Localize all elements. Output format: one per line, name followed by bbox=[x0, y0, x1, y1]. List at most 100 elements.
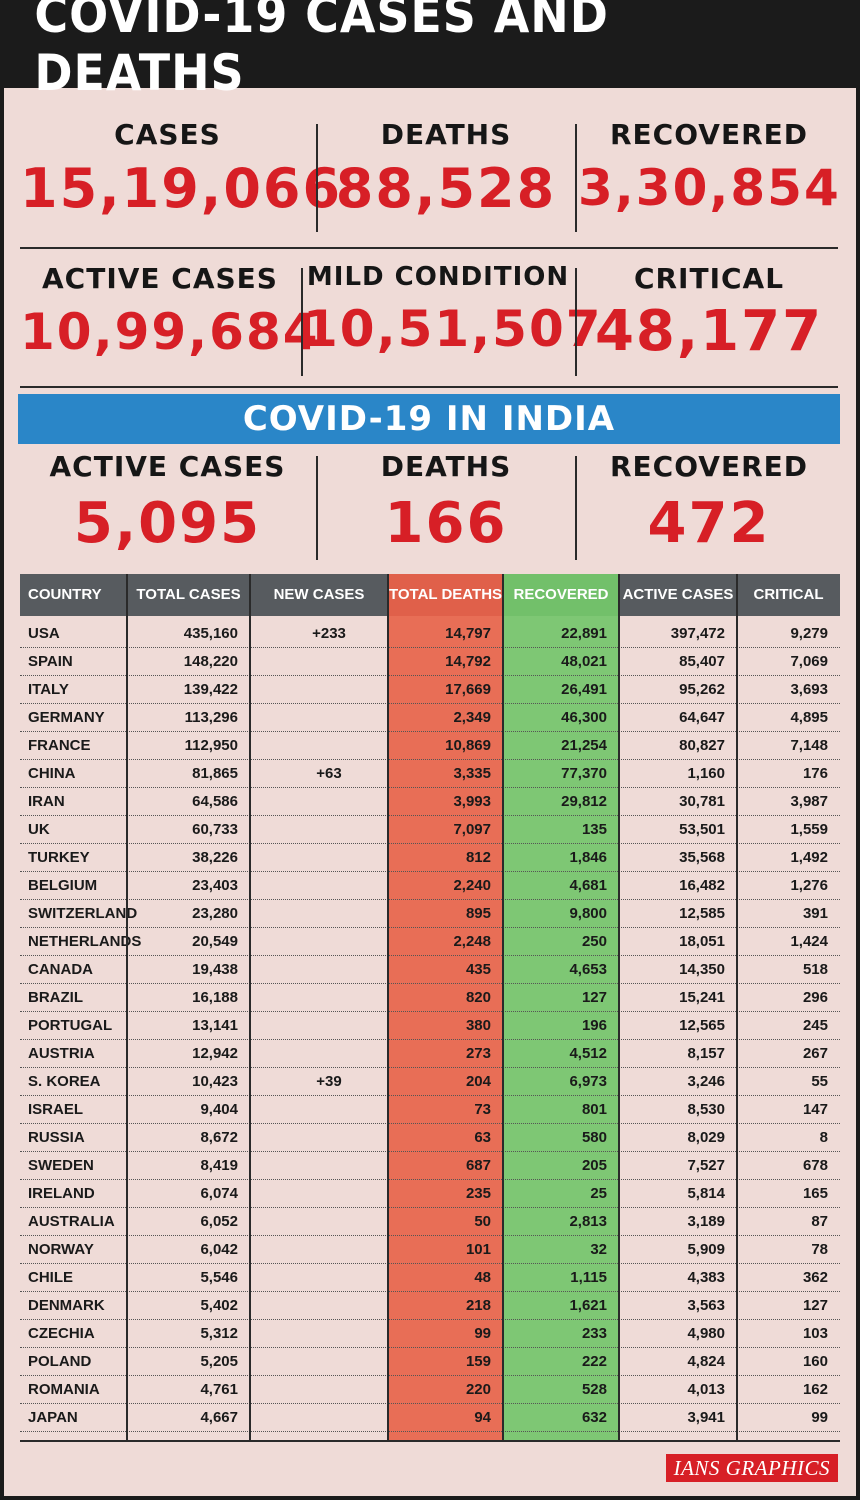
table-row: CHILE 5,546 48 1,115 4,383 362 bbox=[20, 1264, 840, 1292]
india-deaths-label: DEATHS bbox=[380, 450, 512, 483]
cell-critical: 518 bbox=[802, 961, 828, 978]
cell-country: IRELAND bbox=[28, 1185, 95, 1202]
cell-total-deaths: 380 bbox=[465, 1017, 491, 1034]
cell-recovered: 196 bbox=[581, 1017, 607, 1034]
cell-recovered: 22,891 bbox=[561, 625, 607, 642]
table-row: NORWAY 6,042 101 32 5,909 78 bbox=[20, 1236, 840, 1264]
cell-critical: 1,424 bbox=[790, 933, 828, 950]
divider bbox=[20, 247, 838, 249]
cell-new-cases bbox=[250, 1152, 388, 1179]
cell-recovered: 1,115 bbox=[570, 1269, 607, 1286]
cell-total-deaths: 2,349 bbox=[453, 709, 491, 726]
table-row: SWITZERLAND 23,280 895 9,800 12,585 391 bbox=[20, 900, 840, 928]
row-rule bbox=[20, 899, 840, 900]
cell-new-cases bbox=[250, 1124, 388, 1151]
india-recovered-label: RECOVERED bbox=[609, 450, 808, 483]
cell-new-cases bbox=[250, 1236, 388, 1263]
cell-critical: 391 bbox=[802, 905, 828, 922]
world-recovered-label: RECOVERED bbox=[609, 118, 808, 151]
table-row: PORTUGAL 13,141 380 196 12,565 245 bbox=[20, 1012, 840, 1040]
credit-text: IANS GRAPHICS bbox=[673, 1455, 830, 1480]
table-row: USA 435,160 +233 14,797 22,891 397,472 9,279 bbox=[20, 620, 840, 648]
cell-new-cases bbox=[250, 1180, 388, 1207]
cell-recovered: 48,021 bbox=[561, 653, 607, 670]
cell-critical: 267 bbox=[802, 1045, 828, 1062]
cell-critical: 362 bbox=[802, 1269, 828, 1286]
cell-new-cases bbox=[250, 732, 388, 759]
cell-recovered: 1,846 bbox=[569, 849, 607, 866]
cell-country: SPAIN bbox=[28, 653, 73, 670]
cell-critical: 162 bbox=[802, 1381, 828, 1398]
column-separator bbox=[502, 574, 504, 1440]
world-deaths: DEATHS 88,528 bbox=[318, 118, 574, 220]
cell-total-deaths: 273 bbox=[465, 1045, 491, 1062]
cell-new-cases bbox=[250, 1040, 388, 1067]
cell-recovered: 46,300 bbox=[561, 709, 607, 726]
row-rule bbox=[20, 731, 840, 732]
divider bbox=[575, 124, 577, 232]
cell-total-cases: 148,220 bbox=[183, 653, 238, 670]
row-rule bbox=[20, 1319, 840, 1320]
cell-new-cases bbox=[250, 1320, 388, 1347]
cell-total-cases: 113,296 bbox=[184, 709, 238, 726]
cell-new-cases bbox=[250, 816, 388, 843]
cell-country: AUSTRALIA bbox=[28, 1213, 115, 1230]
cell-country: ISRAEL bbox=[28, 1101, 84, 1118]
table-row: SWEDEN 8,419 687 205 7,527 678 bbox=[20, 1152, 840, 1180]
divider bbox=[316, 456, 318, 560]
table-row: CZECHIA 5,312 99 233 4,980 103 bbox=[20, 1320, 840, 1348]
cell-total-cases: 81,865 bbox=[192, 765, 238, 782]
cell-total-cases: 139,422 bbox=[183, 681, 238, 698]
cell-critical: 78 bbox=[811, 1241, 828, 1258]
cell-new-cases bbox=[250, 872, 388, 899]
cell-total-deaths: 14,797 bbox=[445, 625, 491, 642]
cell-active-cases: 5,909 bbox=[687, 1241, 725, 1258]
cell-total-cases: 435,160 bbox=[183, 625, 238, 642]
cell-new-cases bbox=[250, 676, 388, 703]
cell-country: JAPAN bbox=[28, 1409, 78, 1426]
table-row: UK 60,733 7,097 135 53,501 1,559 bbox=[20, 816, 840, 844]
row-rule bbox=[20, 787, 840, 788]
table-row: CANADA 19,438 435 4,653 14,350 518 bbox=[20, 956, 840, 984]
cell-country: POLAND bbox=[28, 1353, 92, 1370]
cell-total-cases: 6,042 bbox=[200, 1241, 238, 1258]
cell-critical: 8 bbox=[819, 1129, 828, 1146]
cell-recovered: 528 bbox=[581, 1381, 607, 1398]
cell-active-cases: 12,585 bbox=[679, 905, 725, 922]
cell-total-deaths: 73 bbox=[474, 1101, 491, 1118]
cell-total-deaths: 101 bbox=[465, 1241, 491, 1258]
row-rule bbox=[20, 703, 840, 704]
row-rule bbox=[20, 1291, 840, 1292]
world-cases-label: CASES bbox=[114, 118, 221, 151]
cell-total-deaths: 17,669 bbox=[445, 681, 491, 698]
cell-recovered: 32 bbox=[590, 1241, 607, 1258]
cell-total-cases: 4,667 bbox=[200, 1409, 238, 1426]
row-rule bbox=[20, 1347, 840, 1348]
world-active-cases-value: 10,99,684 bbox=[20, 303, 320, 361]
cell-total-deaths: 820 bbox=[465, 989, 491, 1006]
cell-critical: 245 bbox=[802, 1017, 828, 1034]
cell-recovered: 205 bbox=[581, 1157, 607, 1174]
cell-total-deaths: 687 bbox=[465, 1157, 491, 1174]
divider bbox=[575, 268, 577, 376]
column-separator bbox=[126, 574, 128, 1440]
cell-total-cases: 13,141 bbox=[192, 1017, 238, 1034]
cell-total-cases: 6,052 bbox=[200, 1213, 238, 1230]
table-row: CHINA 81,865 +63 3,335 77,370 1,160 176 bbox=[20, 760, 840, 788]
header-country: COUNTRY bbox=[28, 586, 102, 603]
row-rule bbox=[20, 1207, 840, 1208]
table-row: AUSTRIA 12,942 273 4,512 8,157 267 bbox=[20, 1040, 840, 1068]
row-rule bbox=[20, 1235, 840, 1236]
deaths-column-bg bbox=[388, 616, 503, 1440]
cell-new-cases bbox=[250, 1404, 388, 1431]
cell-total-deaths: 2,240 bbox=[453, 877, 491, 894]
cell-new-cases bbox=[250, 1292, 388, 1319]
table-row: FRANCE 112,950 10,869 21,254 80,827 7,148 bbox=[20, 732, 840, 760]
cell-country: PORTUGAL bbox=[28, 1017, 113, 1034]
cell-country: BRAZIL bbox=[28, 989, 83, 1006]
world-mild-condition-label: MILD CONDITION bbox=[306, 262, 570, 292]
india-active-cases-value: 5,095 bbox=[73, 491, 262, 556]
divider bbox=[316, 124, 318, 232]
column-separator bbox=[618, 574, 620, 1440]
row-rule bbox=[20, 815, 840, 816]
